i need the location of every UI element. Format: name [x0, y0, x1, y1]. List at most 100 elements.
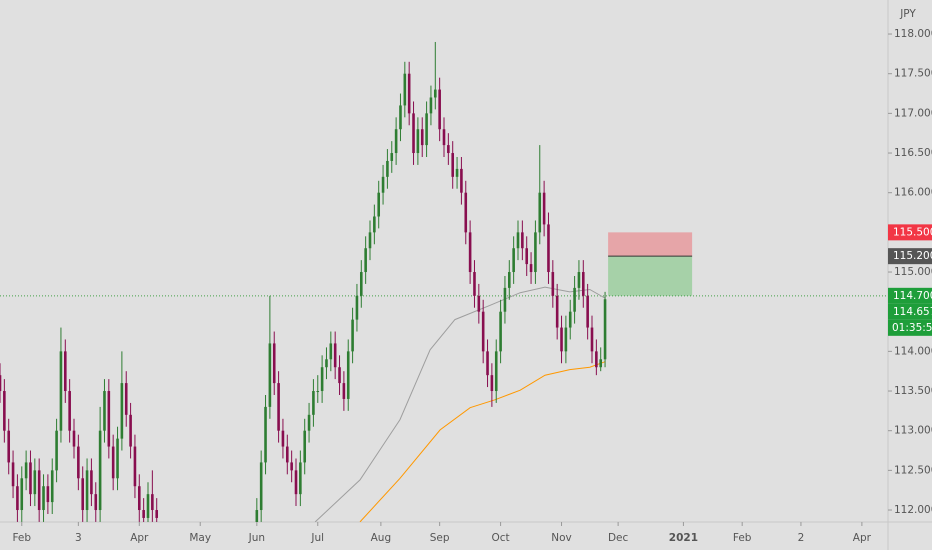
x-tick-label: Apr [130, 532, 149, 544]
candle-body [268, 343, 272, 407]
candle-body [307, 414, 311, 431]
y-tick-label: 112.000 [894, 504, 932, 516]
price-label-box [888, 287, 932, 304]
candle-body [590, 327, 594, 352]
candle-body [595, 351, 598, 368]
candle-body [29, 462, 32, 495]
x-tick-label: Jul [310, 532, 324, 544]
candle-body [390, 153, 394, 161]
candle-body [68, 391, 71, 431]
candle-body [429, 97, 433, 114]
candle-body [20, 478, 24, 511]
x-tick-label: Sep [430, 532, 450, 544]
candle-body [11, 462, 15, 487]
price-label-box [888, 224, 932, 241]
candle-body [72, 430, 76, 447]
candle-body [416, 129, 420, 154]
candle-body [473, 272, 476, 296]
candle-body [277, 383, 280, 431]
x-tick-label: Apr [853, 532, 872, 544]
y-tick-label: 117.000 [894, 107, 932, 119]
candle-body [50, 470, 54, 503]
x-tick-label: Jun [248, 532, 265, 544]
candle-body [599, 359, 603, 368]
candle-body [281, 430, 285, 447]
candle-body [329, 343, 333, 360]
candle-body [94, 494, 98, 511]
candle-body [468, 232, 472, 273]
candle-body [407, 73, 411, 114]
x-tick-label: Feb [12, 532, 31, 544]
candle-body [85, 470, 89, 511]
x-tick-label: 2 [798, 532, 805, 544]
candle-body [81, 478, 85, 511]
candle-body [573, 287, 576, 312]
candle-body [568, 311, 572, 328]
candle-body [294, 470, 298, 495]
candle-body [285, 446, 289, 463]
candle-body [564, 327, 568, 352]
candle-body [581, 272, 585, 296]
candle-body [542, 192, 546, 225]
moving-average [314, 286, 606, 522]
candle-body [342, 383, 346, 399]
candle-body [464, 192, 468, 233]
y-tick-label: 116.500 [894, 147, 932, 159]
candle-body [111, 446, 115, 479]
candle-body [386, 160, 389, 177]
candle-body [312, 391, 315, 415]
candle-body [577, 272, 581, 288]
y-tick-label: 113.500 [894, 385, 932, 397]
candle-body [7, 430, 11, 463]
plot-area [0, 41, 888, 522]
candle-body [33, 470, 37, 495]
candle-body [516, 232, 520, 249]
candle-body [438, 89, 441, 130]
candle-body [586, 295, 589, 328]
x-tick-label: May [189, 532, 211, 544]
candle-body [381, 176, 385, 193]
candle-body [42, 486, 45, 511]
candle-body [116, 438, 119, 479]
y-tick-label: 115.000 [894, 266, 932, 278]
candle-body [129, 414, 132, 447]
candle-body [551, 272, 555, 296]
x-tick-label: Dec [608, 532, 629, 544]
candle-body [46, 486, 50, 503]
candle-body [529, 264, 533, 273]
candle-body [394, 129, 398, 154]
candle-body [316, 391, 320, 393]
candle-body [77, 446, 80, 479]
x-tick-label: Oct [492, 532, 510, 544]
candle-body [264, 406, 267, 463]
candle-body [259, 462, 263, 511]
x-tick-label: Feb [733, 532, 752, 544]
candle-body [521, 232, 524, 249]
candle-body [90, 470, 93, 495]
x-tick-label: Aug [371, 532, 392, 544]
x-tick-label: 2021 [669, 532, 698, 544]
price-label-box [888, 303, 932, 320]
candle-body [351, 319, 354, 352]
candle-body [303, 430, 307, 463]
candle-body [477, 295, 481, 312]
candle-body [368, 232, 372, 249]
candle-body [107, 391, 111, 447]
candle-body [490, 375, 494, 392]
candle-body [299, 462, 302, 495]
candle-body [16, 486, 19, 511]
candle-body [124, 383, 128, 415]
candle-body [494, 351, 498, 392]
candle-body [377, 192, 381, 217]
y-tick-label: 118.000 [894, 28, 932, 40]
candle-body [486, 351, 489, 376]
candle-body [399, 105, 402, 130]
candle-body [512, 248, 515, 273]
candle-body [151, 494, 154, 511]
candle-body [425, 113, 428, 146]
moving-average [359, 361, 606, 522]
candle-body [503, 287, 507, 312]
